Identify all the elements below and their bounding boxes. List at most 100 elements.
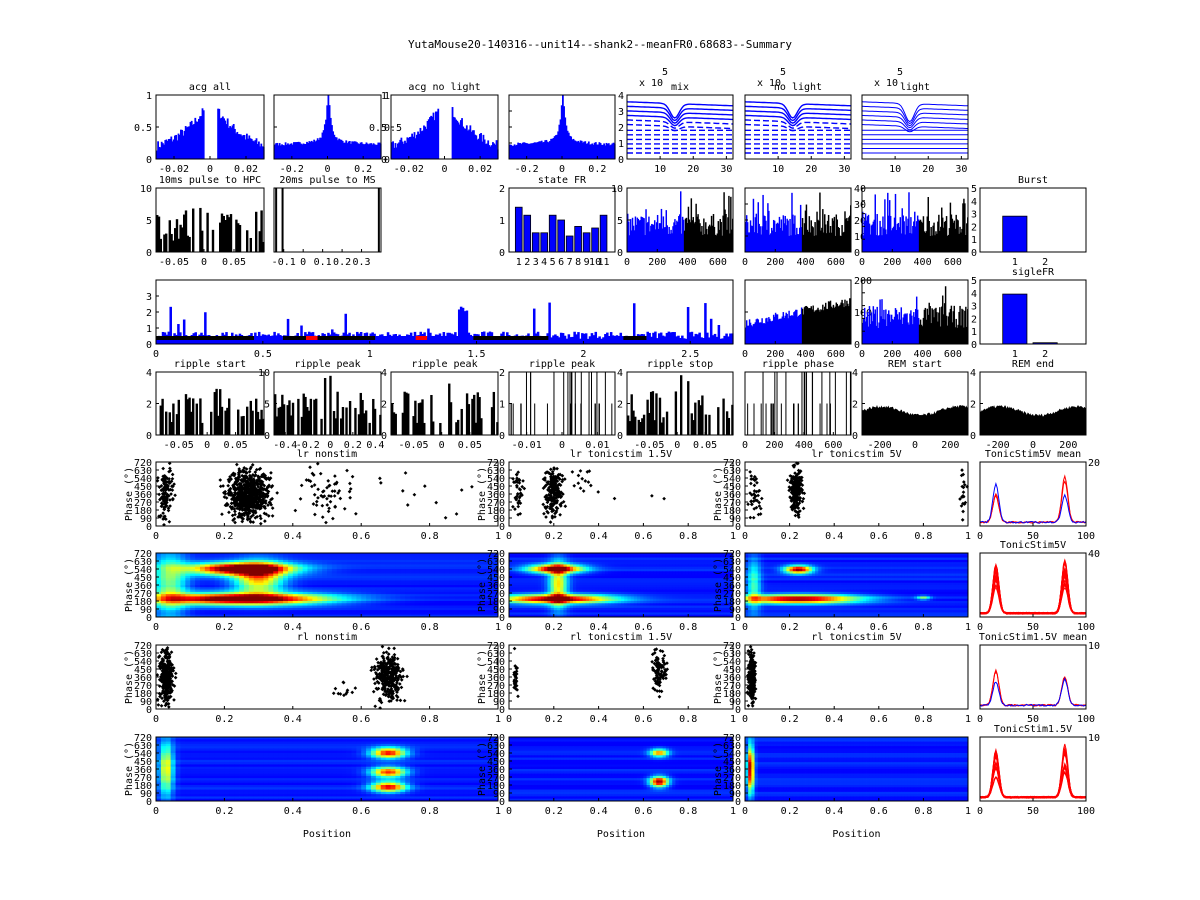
lr_nonstim_map-cell [209, 557, 216, 561]
state_fr-xtick-label: 2 [524, 257, 530, 268]
lr_nonstim_map-cell [185, 598, 191, 602]
lr_nonstim_map-cell [229, 569, 235, 572]
fr_time_5b-bar [904, 313, 906, 344]
lr_nonstim_map-cell [439, 557, 445, 561]
lr_nonstim_map-cell [180, 582, 186, 586]
lr_nonstim_scatter-point [327, 506, 331, 511]
lr_tonic15_scatter-ylabel: Phase (°) [477, 467, 488, 521]
fr_time_40-bar [810, 220, 812, 252]
ripple_peak1-bar [368, 422, 371, 435]
fr_time_40-bar [835, 214, 838, 252]
lr_nonstim_map-cell [175, 573, 181, 577]
fr_time_40-bar [800, 227, 803, 252]
lr_nonstim_map-cell [190, 580, 196, 584]
lr_nonstim_map-cell [444, 562, 450, 565]
lr_nonstim_map-cell [258, 569, 264, 572]
lr_nonstim_map-cell [248, 585, 255, 588]
lr_nonstim_map-cell [429, 601, 435, 604]
acg_nolight_wide-bar [570, 136, 573, 159]
lr_nonstim_scatter-point [325, 503, 330, 507]
lr_nonstim_map-cell [160, 564, 167, 568]
acg_all_wide-bar [363, 144, 365, 159]
lr_nonstim_map-cell [366, 580, 372, 584]
lr_nonstim_map-cell [410, 585, 416, 588]
acg_all-bar [225, 124, 228, 159]
long_fr-bar [440, 338, 444, 344]
acg_nolight-bar [473, 130, 475, 159]
lr_nonstim_scatter-point [270, 506, 275, 510]
lr_nonstim_map-cell [195, 557, 201, 561]
lr_nonstim_map-cell [429, 559, 435, 563]
acg_all_wide-bar [301, 144, 304, 159]
lr_nonstim_map-cell [424, 575, 430, 579]
pulse_hpc-bar [226, 214, 229, 252]
lr_nonstim_map-cell [185, 557, 191, 561]
lr_tonic5_scatter-xtick-label: 0.2 [781, 531, 799, 542]
lr_nonstim_map-cell [160, 587, 167, 590]
fr_time_10-bar [667, 233, 669, 252]
fr_time_10-bar [627, 213, 629, 252]
lr_nonstim_scatter-frame [155, 461, 499, 527]
lr_nonstim_map-cell [366, 594, 372, 597]
burst-xtick-label: 2 [1042, 257, 1048, 268]
fr_time_5b-bar [962, 309, 964, 344]
fr_time_40-bar [758, 223, 760, 252]
lr_nonstim_map-cell [346, 596, 352, 600]
acg_nolight-bar [476, 139, 479, 159]
fr_time_5-bar [917, 219, 920, 252]
lr_nonstim_map-cell [468, 596, 474, 600]
sigle_fr-xtick-label: 1 [1012, 349, 1018, 360]
ripple_stop-bar [701, 395, 704, 435]
lr_nonstim_map-cell [414, 580, 421, 584]
lr_nonstim_map-cell [385, 578, 391, 581]
fr_time_40-bar [745, 215, 748, 252]
lr_nonstim_map-cell [341, 557, 347, 561]
ripple_peak3-xtick-label: 0.01 [585, 440, 609, 451]
lr_nonstim_map-cell [356, 596, 362, 600]
ripple_peak2-bar [401, 412, 405, 435]
acg_nolight_wide-bar [549, 141, 551, 159]
lr_nonstim_map-cell [234, 591, 240, 595]
lr_nonstim_map-cell [204, 564, 211, 568]
lr_nonstim_map-cell [341, 564, 347, 568]
lr_nonstim_map-cell [278, 562, 284, 565]
acg_all-bar [232, 124, 235, 159]
fr_time_5-bar [913, 221, 915, 252]
lr_nonstim_map-cell [458, 557, 465, 561]
fr_time_10-bar [711, 225, 714, 252]
lr_nonstim_map-cell [375, 575, 382, 579]
lr_nonstim_map-cell [322, 555, 328, 558]
lr_nonstim_map-cell [239, 582, 245, 586]
acg_all-bar [200, 116, 203, 159]
long_fr-bar [511, 338, 515, 344]
lr_nonstim_map-cell [336, 587, 343, 590]
fr_time_200-bar [825, 308, 828, 344]
fr_time_5-bar [879, 220, 881, 252]
lr_nonstim_map-cell [283, 580, 289, 584]
lr_nonstim_map-cell [302, 578, 308, 581]
lr_nonstim_map-cell [351, 559, 357, 563]
fr_time_5b-bar [947, 316, 950, 344]
lr_nonstim_map-cell [449, 575, 455, 579]
lr_nonstim_map-cell [214, 569, 220, 572]
lr_nonstim_map-cell [243, 591, 250, 595]
fr_time_40-bar [793, 223, 795, 252]
pulse_hpc-bar [262, 241, 265, 252]
ripple_peak1-ytick-label: 10 [258, 368, 270, 379]
fr_time_200-bar [846, 300, 848, 344]
acg_nolight_wide-bar [593, 142, 596, 159]
fr_time_5b-bar [900, 307, 903, 344]
long_fr-bar [411, 337, 415, 344]
lr_nonstim_map-cell [283, 585, 289, 588]
lr_nonstim_scatter-point [162, 516, 167, 521]
lr_nonstim_map-cell [199, 585, 206, 588]
lr_nonstim_map-cell [180, 589, 186, 593]
acg_nolight-bar [429, 117, 431, 159]
wave_nolight-xtick-label: 10 [772, 164, 784, 175]
lr_nonstim_map-cell [395, 587, 401, 590]
lr_nonstim_map-cell [248, 587, 255, 590]
acg_all-bar [228, 127, 230, 159]
